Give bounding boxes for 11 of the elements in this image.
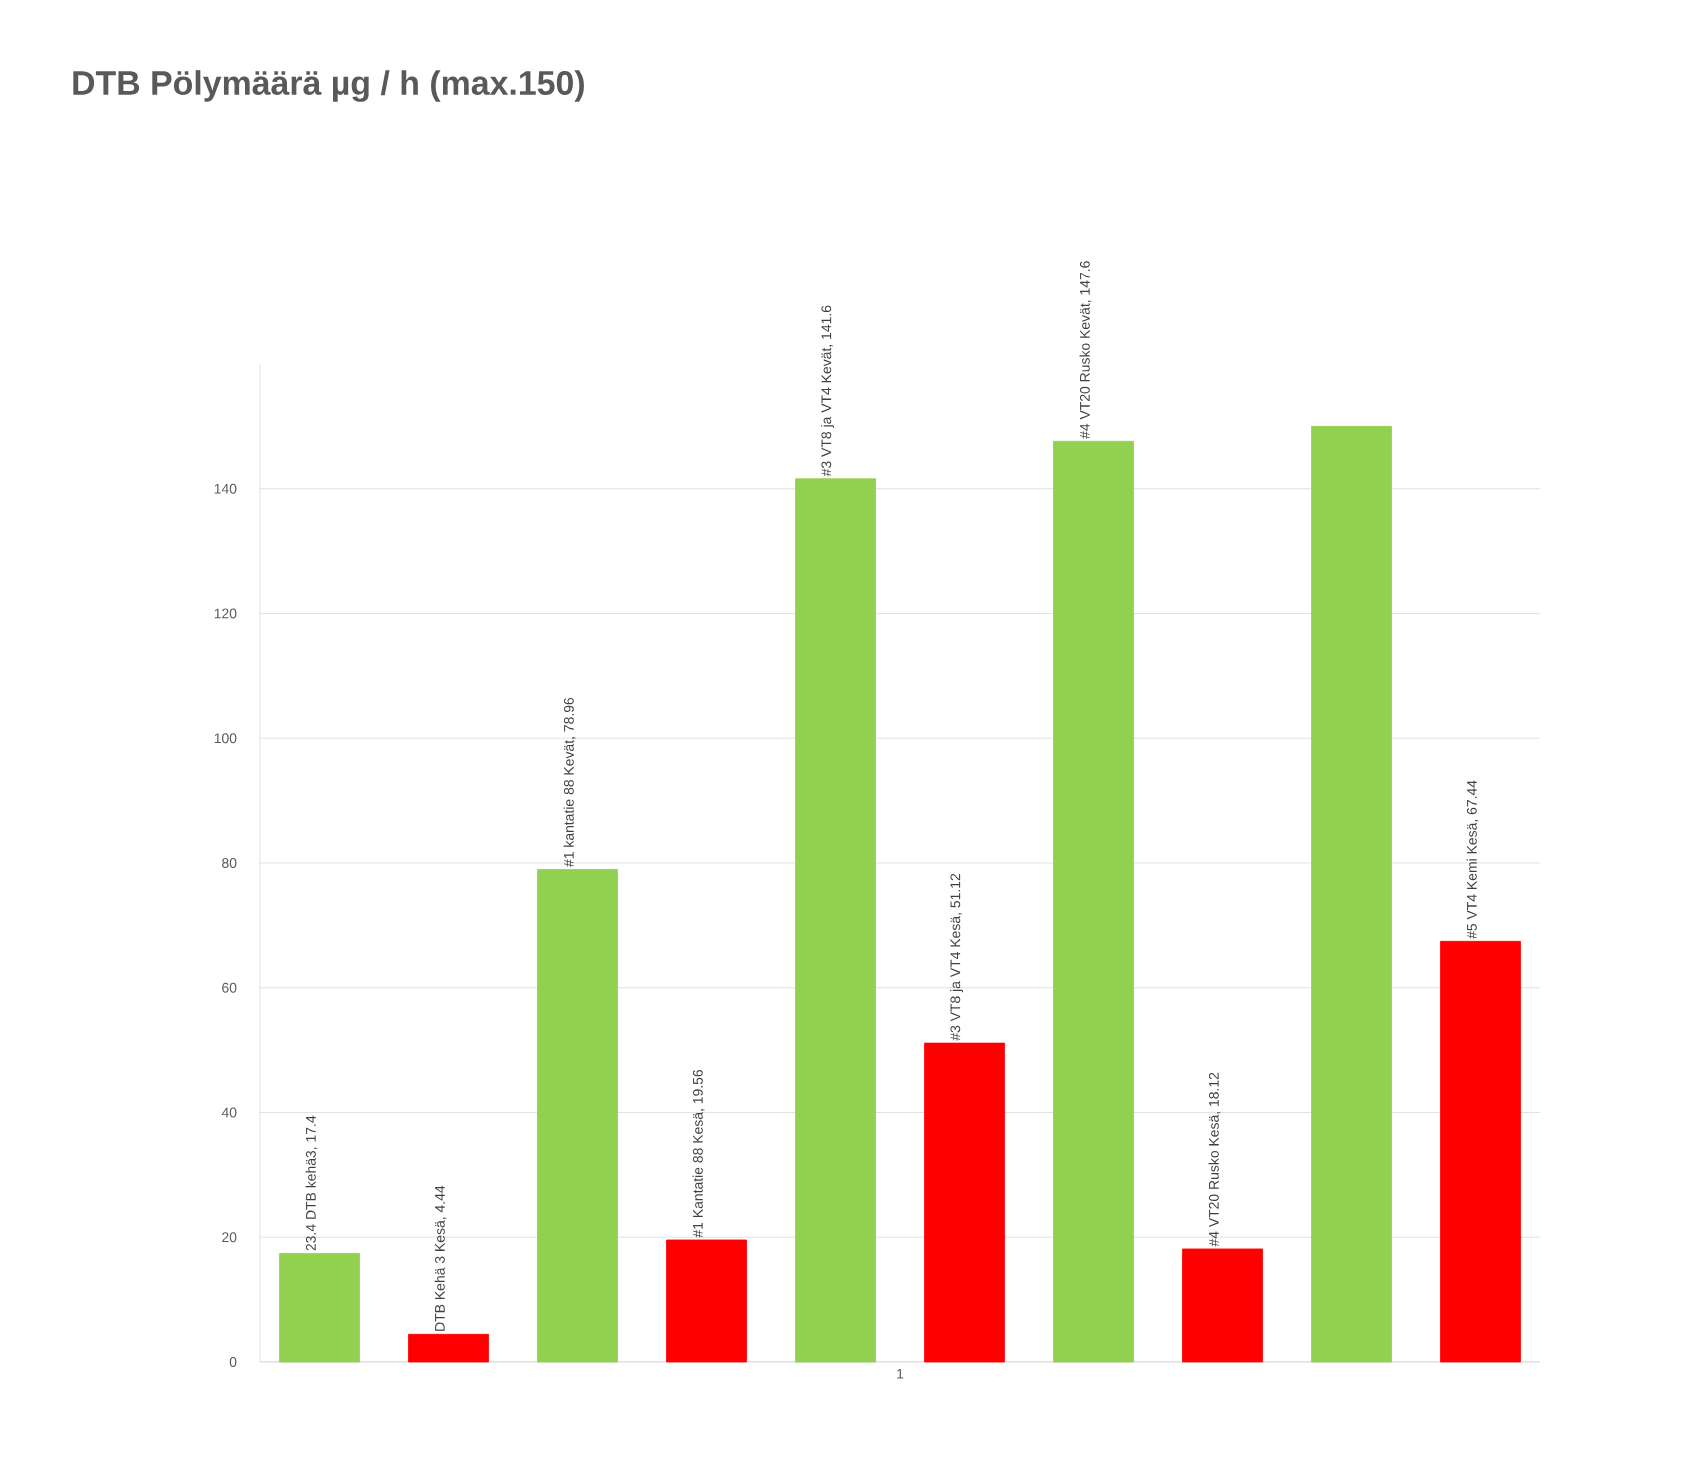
bar	[1311, 425, 1392, 1363]
bar	[795, 478, 876, 1363]
bar	[1053, 440, 1134, 1363]
bar	[1182, 1248, 1263, 1363]
chart-title: DTB Pölymäärä µg / h (max.150)	[73, 70, 584, 102]
bar	[408, 1333, 489, 1363]
bar	[279, 1253, 360, 1363]
bar	[924, 1042, 1005, 1363]
bar	[1440, 940, 1521, 1363]
bar	[666, 1239, 747, 1363]
bar	[537, 869, 618, 1363]
